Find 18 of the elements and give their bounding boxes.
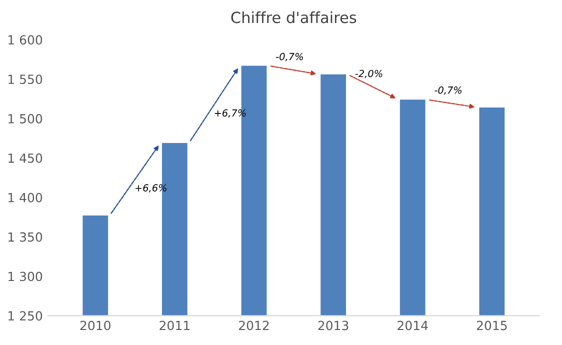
x-tick-label: 2014: [398, 320, 428, 330]
y-tick-label: 1 500: [8, 114, 42, 124]
x-tick-label: 2010: [80, 320, 110, 330]
y-tick-label: 1 400: [8, 192, 42, 202]
y-tick-label: 1 550: [8, 74, 42, 84]
x-tick-label: 2012: [238, 320, 269, 330]
annotation: -0,7%: [276, 52, 303, 62]
x-tick-label: 2011: [160, 320, 190, 330]
annotation: -2,0%: [355, 70, 382, 78]
x-tick-label: 2013: [318, 320, 348, 330]
annotation: -0,7%: [434, 86, 462, 95]
y-tick-label: 1 250: [8, 311, 42, 321]
y-tick-label: 1 450: [8, 153, 42, 163]
y-tick-label: 1 350: [8, 232, 42, 242]
y-tick-label: 1 600: [8, 35, 42, 45]
y-tick-label: 1 300: [8, 272, 42, 282]
chart-title: Chiffre d'affaires: [231, 11, 356, 24]
x-tick-label: 2015: [476, 320, 507, 330]
